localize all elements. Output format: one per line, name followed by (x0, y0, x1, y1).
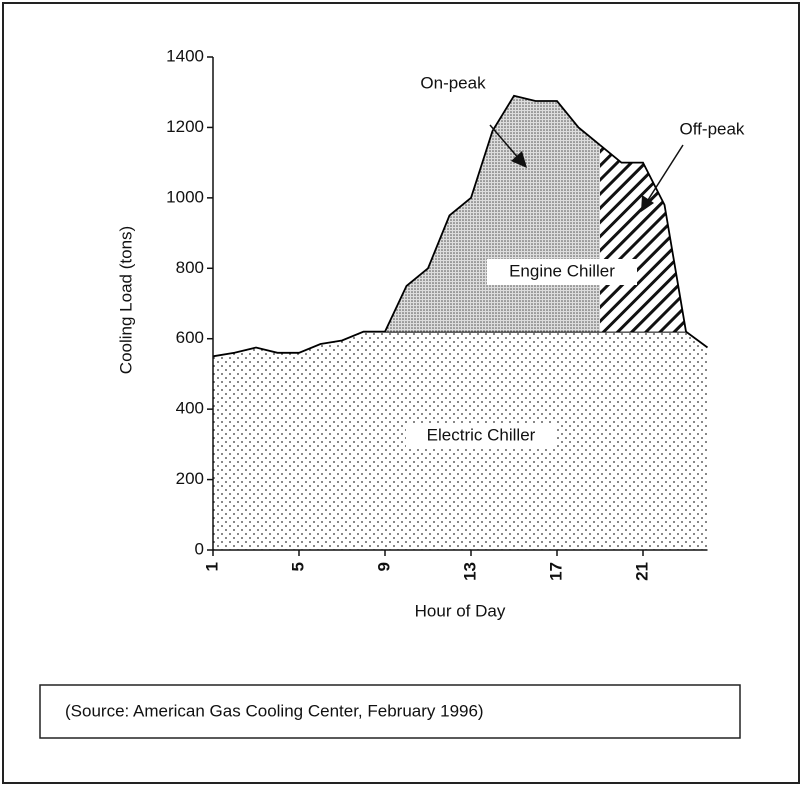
area-label: Off-peak (680, 119, 745, 138)
source-box (39, 684, 741, 739)
area (600, 145, 686, 332)
area-edge (384, 94, 601, 333)
x-tick-label: 9 (374, 562, 393, 571)
y-axis-label: Cooling Load (tons) (116, 226, 135, 374)
arrow (647, 144, 684, 201)
label-bg (487, 259, 637, 285)
area-edge (599, 144, 687, 332)
y-tick-label: 1200 (166, 117, 204, 136)
area-label: Electric Chiller (427, 425, 536, 444)
arrow (489, 124, 521, 161)
arrow-head (641, 195, 654, 212)
label-bg (406, 423, 556, 449)
y-tick-label: 200 (176, 469, 204, 488)
y-tick-label: 1400 (166, 46, 204, 65)
y-tick-label: 800 (176, 258, 204, 277)
area-label: On-peak (420, 73, 486, 92)
x-tick-label: 21 (632, 562, 651, 581)
x-tick-label: 17 (546, 562, 565, 581)
x-tick-label: 13 (460, 562, 479, 581)
y-tick-label: 400 (176, 399, 204, 418)
x-tick-label: 1 (202, 562, 221, 571)
y-tick-label: 600 (176, 328, 204, 347)
y-tick-label: 0 (195, 539, 204, 558)
x-axis-label: Hour of Day (415, 601, 506, 620)
area-label: Engine Chiller (509, 261, 615, 280)
x-tick-label: 5 (288, 562, 307, 571)
y-tick-label: 1000 (166, 187, 204, 206)
source: (Source: American Gas Cooling Center, Fe… (65, 701, 484, 720)
arrow-head (511, 151, 527, 168)
